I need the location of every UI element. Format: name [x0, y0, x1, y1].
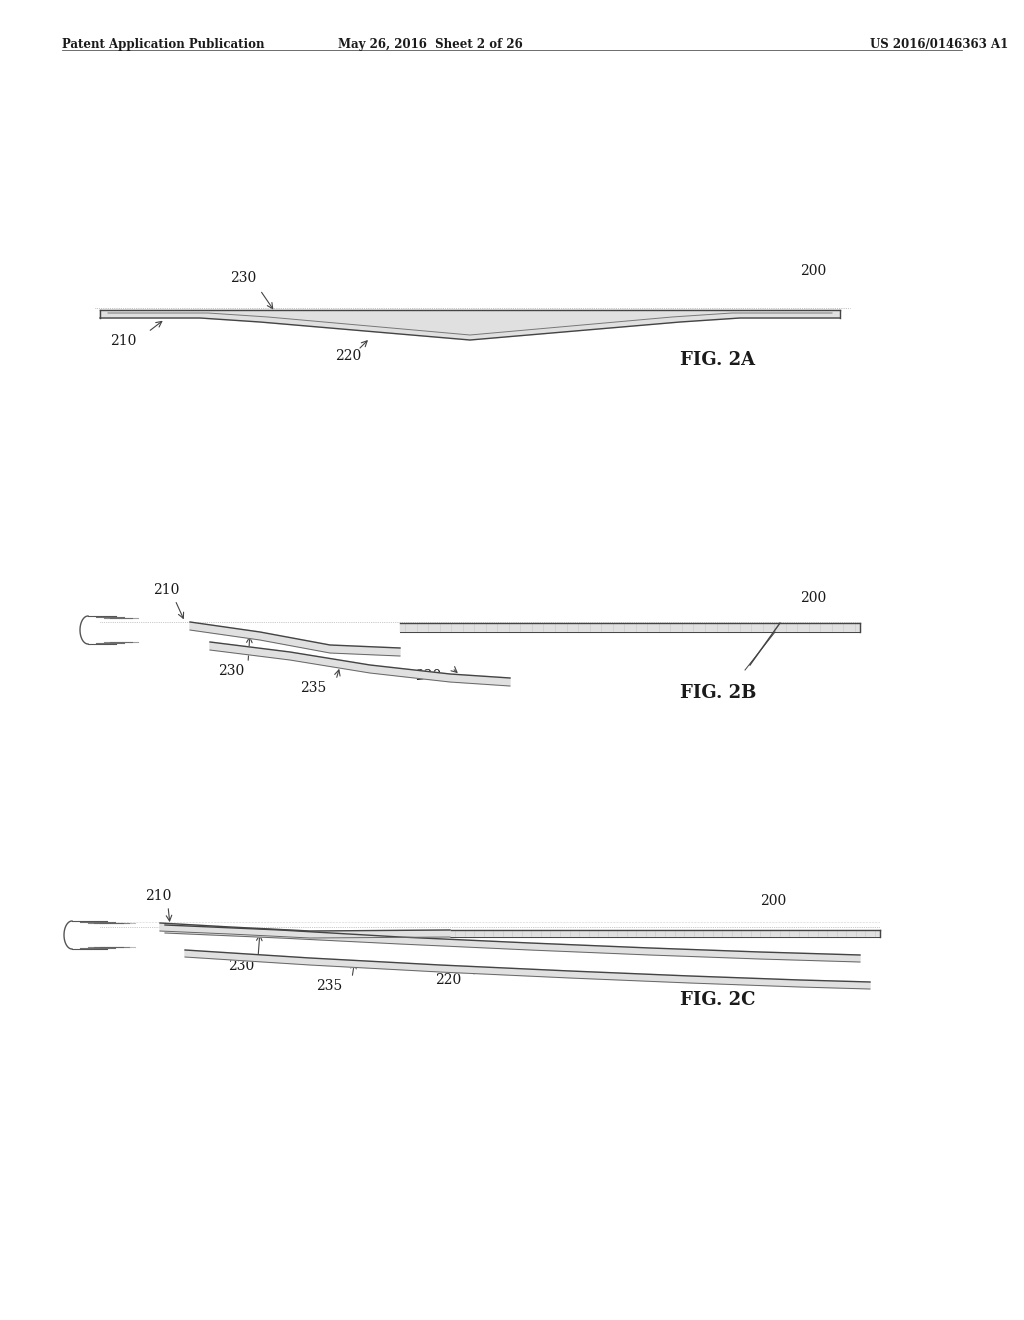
Text: 210: 210 [110, 334, 136, 348]
Polygon shape [160, 923, 450, 939]
Polygon shape [185, 950, 870, 989]
Text: FIG. 2C: FIG. 2C [680, 991, 756, 1008]
Text: 220: 220 [335, 348, 361, 363]
Text: 210: 210 [145, 888, 171, 903]
Polygon shape [450, 931, 880, 937]
Text: 200: 200 [800, 264, 826, 279]
Text: 220: 220 [435, 973, 461, 987]
Text: 230: 230 [218, 664, 245, 678]
Polygon shape [165, 925, 860, 962]
Polygon shape [400, 623, 860, 632]
Text: US 2016/0146363 A1: US 2016/0146363 A1 [870, 38, 1009, 51]
Polygon shape [100, 310, 840, 341]
Text: FIG. 2B: FIG. 2B [680, 684, 757, 702]
Text: 230: 230 [228, 960, 254, 973]
Text: May 26, 2016  Sheet 2 of 26: May 26, 2016 Sheet 2 of 26 [338, 38, 522, 51]
Text: 200: 200 [760, 894, 786, 908]
Polygon shape [190, 622, 400, 656]
Text: 230: 230 [230, 271, 256, 285]
Text: 235: 235 [316, 979, 342, 993]
Text: 235: 235 [300, 681, 327, 696]
Text: 200: 200 [800, 591, 826, 605]
Text: Patent Application Publication: Patent Application Publication [62, 38, 264, 51]
Text: 220: 220 [415, 669, 441, 682]
Polygon shape [210, 642, 510, 686]
Text: 210: 210 [153, 583, 179, 597]
Text: FIG. 2A: FIG. 2A [680, 351, 755, 370]
